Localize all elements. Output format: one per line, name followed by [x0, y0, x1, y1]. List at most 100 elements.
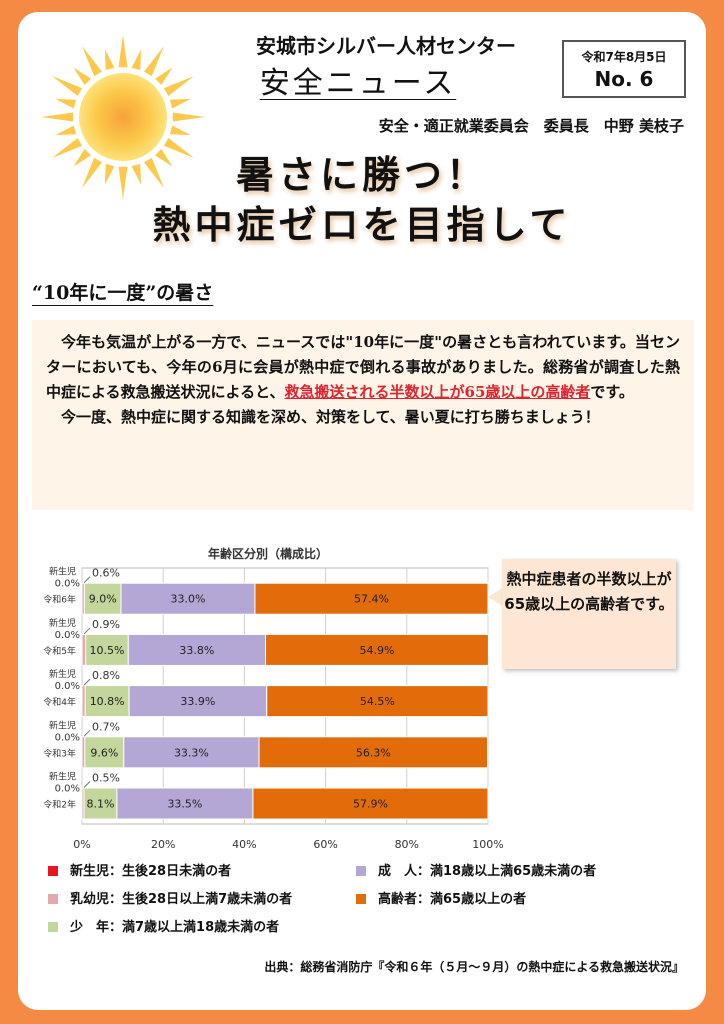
x-tick-label: 100%	[472, 838, 503, 851]
sun-ray	[51, 138, 83, 158]
newborn-small-label: 新生児	[49, 566, 76, 578]
legend-swatch	[48, 866, 58, 876]
headline-line1: 暑さに勝つ！	[235, 153, 488, 197]
organization-name: 安城市シルバー人材センター	[256, 34, 516, 58]
data-label-高齢者: 54.5%	[360, 695, 395, 708]
legend-item-newborn: 新生児：生後28日未満の者	[48, 860, 231, 879]
sun-ray	[118, 35, 128, 68]
leader-line	[83, 729, 91, 737]
newborn-small-label: 新生児	[49, 617, 76, 629]
newsletter-page: 安城市シルバー人材センター 安全ニュース 令和7年8月5日 No. 6 安全・適…	[18, 12, 706, 1010]
chart-title: 年齢区分別（構成比）	[208, 546, 328, 561]
legend-label: 少 年：満7歳以上満18歳未満の者	[70, 920, 280, 935]
data-label-newborn: 0.0%	[55, 784, 80, 795]
sun-ray	[131, 49, 142, 71]
age-group-chart: 年齢区分別（構成比） 0% 20% 40% 60% 80% 100%令和6年新生児0.0%…	[43, 546, 503, 851]
data-label-newborn: 0.0%	[55, 579, 80, 590]
sun-ray	[82, 45, 102, 77]
section-title: “10年に一度”の暑さ	[32, 282, 214, 304]
bar-segment-少年	[85, 633, 129, 666]
sun-ray	[104, 163, 115, 185]
data-label-成人: 33.9%	[180, 695, 215, 708]
bar-segment-少年	[84, 736, 125, 769]
legend-label: 高齢者：満65歳以上の者	[378, 892, 527, 907]
sun-ray	[163, 76, 195, 96]
data-label-高齢者: 54.9%	[359, 644, 394, 657]
legend-swatch	[48, 894, 58, 904]
callout-pointer	[488, 587, 504, 607]
legend-label: 成 人：満18歳以上満65歳未満の者	[378, 864, 597, 879]
source-citation: 出典：総務省消防庁『令和６年（５月～９月）の熱中症による救急搬送状況』	[264, 960, 684, 974]
leader-line	[83, 627, 91, 635]
data-label-infant: 0.5%	[92, 772, 120, 785]
legend-item-elderly: 高齢者：満65歳以上の者	[356, 888, 526, 907]
body-text-box: 今年も気温が上がる一方で、ニュースでは"10年に一度"の暑さとも言われています。…	[32, 320, 694, 510]
bar-segment-高齢者	[258, 736, 489, 769]
category-label: 令和6年	[43, 594, 76, 606]
data-label-高齢者: 57.4%	[354, 593, 389, 606]
sun-ray	[144, 45, 164, 77]
committee-credit: 安全・適正就業委員会 委員長 中野 美枝子	[378, 117, 684, 135]
sun-ray	[155, 149, 173, 167]
x-tick-label: 60%	[313, 838, 337, 851]
bar-segment-少年	[84, 685, 130, 718]
sun-ray	[131, 163, 142, 185]
data-label-少年: 9.0%	[89, 593, 117, 606]
sun-ray	[169, 125, 191, 136]
paragraph-text: です。	[590, 383, 634, 401]
data-label-少年: 10.5%	[89, 644, 124, 657]
bar-segment-成人	[127, 633, 267, 666]
x-tick-label: 20%	[151, 838, 175, 851]
category-label: 令和3年	[43, 747, 76, 759]
sun-ray	[41, 112, 74, 122]
bar-segment-高齢者	[254, 582, 489, 615]
leader-line	[83, 576, 91, 584]
bar-segment-高齢者	[266, 685, 489, 718]
bar-segment-少年	[83, 787, 118, 820]
legend-item-infant: 乳幼児：生後28日以上満7歳未満の者	[48, 888, 292, 907]
sun-ray	[169, 98, 191, 109]
data-label-infant: 0.8%	[92, 669, 120, 682]
legend-item-adult: 成 人：満18歳以上満65歳未満の者	[356, 860, 596, 879]
category-label: 令和5年	[43, 645, 76, 657]
sun-ray	[55, 98, 77, 109]
sun-ray	[163, 138, 195, 158]
newsletter-title: 安全ニュース	[259, 66, 457, 101]
data-label-成人: 33.8%	[179, 644, 214, 657]
sun-ray	[172, 112, 205, 122]
bar-segment-成人	[120, 582, 256, 615]
data-label-成人: 33.0%	[170, 593, 205, 606]
legend-label: 新生児：生後28日未満の者	[70, 864, 232, 879]
legend-swatch	[356, 866, 366, 876]
sun-ray	[73, 67, 91, 85]
legend-label: 乳幼児：生後28日以上満7歳未満の者	[70, 892, 293, 907]
sun-ray	[51, 76, 83, 96]
data-label-高齢者: 57.9%	[353, 798, 388, 811]
data-label-少年: 10.8%	[90, 695, 125, 708]
x-tick-label: 80%	[395, 838, 419, 851]
data-label-成人: 33.5%	[167, 798, 202, 811]
sun-ray	[73, 149, 91, 167]
data-label-newborn: 0.0%	[55, 630, 80, 641]
x-tick-label: 40%	[232, 838, 256, 851]
data-label-infant: 0.7%	[92, 720, 120, 733]
data-label-infant: 0.6%	[92, 567, 120, 580]
paragraph-text: 今年も気温が上がる一方で、ニュースでは"10年に一度"の暑さとも言われています。…	[46, 333, 680, 401]
category-label: 令和2年	[43, 799, 76, 811]
data-label-newborn: 0.0%	[55, 681, 80, 692]
sun-ray	[104, 49, 115, 71]
body-paragraph-1: 今年も気温が上がる一方で、ニュースでは"10年に一度"の暑さとも言われています。…	[46, 330, 680, 405]
issue-number: No. 6	[594, 67, 654, 91]
callout-box: 熱中症患者の半数以上が65歳以上の高齢者です。	[502, 559, 676, 669]
headline-line2: 熱中症ゼロを目指して	[152, 203, 572, 247]
legend-swatch	[48, 922, 58, 932]
data-label-少年: 9.6%	[90, 746, 118, 759]
bar-segment-高齢者	[252, 787, 489, 820]
issue-box: 令和7年8月5日 No. 6	[562, 40, 686, 98]
leader-line	[83, 678, 91, 686]
sun-ray	[118, 166, 128, 199]
sun-ray	[155, 67, 173, 85]
newborn-small-label: 新生児	[49, 771, 76, 783]
legend-item-youth: 少 年：満7歳以上満18歳未満の者	[48, 916, 279, 935]
data-label-infant: 0.9%	[92, 618, 120, 631]
